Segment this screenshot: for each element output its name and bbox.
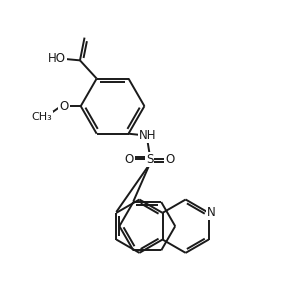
Text: O: O <box>125 153 134 166</box>
Text: HO: HO <box>48 52 66 65</box>
Text: NH: NH <box>139 129 156 142</box>
Text: CH₃: CH₃ <box>31 112 52 122</box>
Text: N: N <box>207 206 216 219</box>
Text: O: O <box>60 100 69 113</box>
Text: O: O <box>165 153 175 166</box>
Text: S: S <box>146 153 154 166</box>
